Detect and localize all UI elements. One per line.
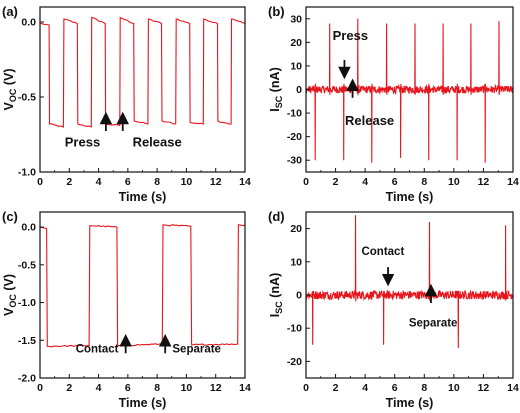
annotation-label: Separate bbox=[172, 343, 221, 355]
x-tick-label: 2 bbox=[66, 176, 72, 188]
annotation-label: Separate bbox=[409, 318, 458, 330]
y-tick-label: 10 bbox=[290, 256, 302, 268]
x-tick-label: 12 bbox=[478, 176, 490, 188]
x-tick-label: 10 bbox=[448, 176, 460, 188]
y-tick-label: 0.0 bbox=[21, 17, 36, 29]
x-tick-label: 12 bbox=[210, 176, 222, 188]
y-tick-label: -10 bbox=[287, 108, 302, 120]
series-line bbox=[306, 18, 513, 163]
panel-label: (d) bbox=[268, 209, 285, 224]
x-tick-label: 2 bbox=[333, 382, 339, 394]
x-tick-label: 4 bbox=[96, 176, 102, 188]
x-tick-label: 10 bbox=[448, 382, 460, 394]
x-tick-label: 2 bbox=[66, 382, 72, 394]
y-axis-label: VOC (V) bbox=[2, 69, 18, 111]
annotation-label: Press bbox=[65, 135, 100, 150]
y-axis-label: ISC (nA) bbox=[268, 273, 284, 317]
series-line bbox=[40, 224, 245, 348]
x-tick-label: 2 bbox=[333, 176, 339, 188]
x-tick-label: 0 bbox=[37, 176, 43, 188]
x-tick-label: 12 bbox=[210, 382, 222, 394]
y-tick-label: -10 bbox=[287, 323, 302, 335]
x-tick-label: 4 bbox=[362, 382, 368, 394]
x-tick-label: 4 bbox=[362, 176, 368, 188]
x-tick-label: 0 bbox=[303, 176, 309, 188]
y-tick-label: -20 bbox=[287, 356, 302, 368]
panel-label: (a) bbox=[2, 4, 18, 19]
y-axis-label: ISC (nA) bbox=[268, 67, 284, 111]
x-axis-label: Time (s) bbox=[119, 190, 167, 204]
annotation-label: Contact bbox=[76, 343, 119, 355]
annotation-label: Contact bbox=[361, 246, 404, 258]
y-tick-label: -0.5 bbox=[18, 92, 36, 104]
x-axis-label: Time (s) bbox=[386, 396, 434, 410]
panel-label: (c) bbox=[2, 209, 18, 224]
x-axis-label: Time (s) bbox=[119, 396, 167, 410]
annotation-label: Release bbox=[345, 113, 394, 128]
x-tick-label: 14 bbox=[239, 176, 251, 188]
x-tick-label: 0 bbox=[303, 382, 309, 394]
x-tick-label: 6 bbox=[392, 382, 398, 394]
y-tick-label: -1.0 bbox=[18, 297, 36, 309]
x-tick-label: 12 bbox=[478, 382, 490, 394]
y-tick-label: 0.0 bbox=[21, 222, 36, 234]
y-tick-label: 30 bbox=[290, 13, 302, 25]
y-tick-label: 0 bbox=[296, 290, 302, 302]
y-tick-label: 0 bbox=[296, 84, 302, 96]
x-tick-label: 6 bbox=[392, 176, 398, 188]
x-tick-label: 6 bbox=[125, 382, 131, 394]
y-tick-label: -30 bbox=[287, 155, 302, 167]
x-tick-label: 4 bbox=[96, 382, 102, 394]
x-tick-label: 14 bbox=[507, 176, 519, 188]
x-tick-label: 8 bbox=[154, 382, 160, 394]
y-tick-label: -2.0 bbox=[18, 373, 36, 385]
chart-panel-3: 0 2 4 6 8 10 12 14 0.0 -0.5 -1.0 -1.5 -2.0 Time (s) VO… bbox=[2, 209, 251, 410]
y-tick-label: 20 bbox=[290, 223, 302, 235]
y-axis-label: VOC (V) bbox=[2, 274, 18, 316]
x-tick-label: 8 bbox=[421, 382, 427, 394]
x-axis-label: Time (s) bbox=[386, 190, 434, 204]
x-tick-label: 0 bbox=[37, 382, 43, 394]
x-tick-label: 6 bbox=[125, 176, 131, 188]
y-tick-label: 10 bbox=[290, 60, 302, 72]
annotation-label: Press bbox=[333, 28, 368, 43]
chart-panel-1: 0 2 4 6 8 10 12 14 0.0 -0.5 -1.0 Time (s) VOC (V) (a)… bbox=[2, 4, 251, 204]
x-tick-label: 10 bbox=[181, 176, 193, 188]
x-tick-label: 14 bbox=[239, 382, 251, 394]
chart-panel-4: 0 2 4 6 8 10 12 14 20 10 0 -10 -20 Time (s) ISC (nA) (d… bbox=[268, 209, 519, 410]
chart-panel-2: 0 2 4 6 8 10 12 14 30 20 10 0 -10 -20 -30 Time (s) ISC (… bbox=[268, 4, 519, 204]
series-line bbox=[40, 16, 245, 128]
annotation-label: Release bbox=[133, 135, 182, 150]
x-tick-label: 14 bbox=[507, 382, 519, 394]
x-tick-label: 10 bbox=[181, 382, 193, 394]
y-tick-label: -20 bbox=[287, 131, 302, 143]
panel-label: (b) bbox=[268, 4, 285, 19]
y-tick-label: -0.5 bbox=[18, 259, 36, 271]
y-tick-label: -1.5 bbox=[18, 335, 36, 347]
series-line bbox=[306, 215, 513, 349]
y-tick-label: -1.0 bbox=[18, 167, 36, 179]
x-tick-label: 8 bbox=[154, 176, 160, 188]
y-tick-label: 20 bbox=[290, 37, 302, 49]
x-tick-label: 8 bbox=[421, 176, 427, 188]
